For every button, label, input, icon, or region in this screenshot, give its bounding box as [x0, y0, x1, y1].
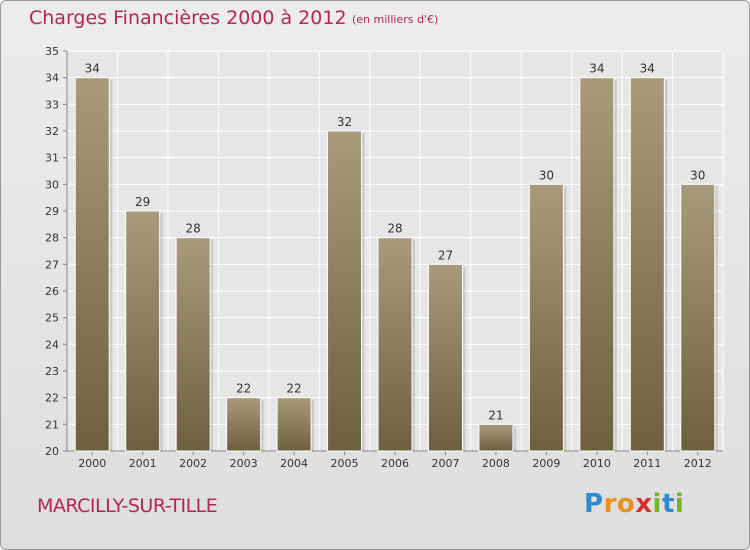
data-label-2004: 22: [286, 382, 301, 396]
bar-2011: [629, 77, 665, 452]
logo-letter: i: [674, 489, 685, 519]
data-label-2007: 27: [438, 248, 453, 262]
logo-letter: i: [652, 489, 662, 519]
logo-letter: x: [635, 489, 653, 519]
axes: 20 21 22 23 24 25 26 27 28 29 30 31 32 33 34 35 2000 2001…: [45, 45, 723, 470]
logo-letter: r: [603, 489, 617, 519]
data-label-2003: 22: [236, 382, 251, 396]
commune-name: MARCILLY-SUR-TILLE: [37, 495, 218, 517]
logo-letter: o: [616, 489, 636, 519]
data-label-2010: 34: [589, 62, 604, 76]
data-label-2002: 28: [186, 222, 201, 236]
y-tick-label: 31: [45, 152, 59, 165]
y-tick-label: 21: [45, 418, 59, 431]
data-label-2009: 30: [539, 168, 554, 182]
bar-2006: [377, 237, 413, 452]
y-tick-label: 29: [45, 205, 59, 218]
x-tick-label-2001: 2001: [129, 457, 157, 470]
proxiti-logo[interactable]: Proxiti: [584, 489, 684, 519]
x-tick-label-2004: 2004: [280, 457, 308, 470]
x-tick-label-2007: 2007: [431, 457, 459, 470]
bar-2004: [276, 397, 312, 452]
y-tick-label: 24: [45, 338, 59, 351]
y-tick-label: 23: [45, 365, 59, 378]
y-tick-label: 20: [45, 445, 59, 458]
bar-2009: [528, 183, 564, 452]
y-tick-label: 34: [45, 72, 59, 85]
bar-2010: [579, 77, 615, 452]
bar-2012: [680, 183, 716, 452]
bar-2005: [327, 130, 363, 452]
y-tick-label: 35: [45, 45, 59, 58]
y-tick-label: 30: [45, 178, 59, 191]
bar-2007: [427, 263, 463, 452]
x-tick-label-2005: 2005: [331, 457, 359, 470]
y-tick-label: 33: [45, 98, 59, 111]
bar-2001: [125, 210, 161, 452]
data-label-2011: 34: [640, 62, 655, 76]
data-label-2000: 34: [85, 62, 100, 76]
bars: [74, 77, 718, 452]
data-label-2008: 21: [488, 408, 503, 422]
y-tick-label: 32: [45, 125, 59, 138]
x-tick-label-2006: 2006: [381, 457, 409, 470]
data-label-2006: 28: [387, 222, 402, 236]
x-tick-label-2000: 2000: [78, 457, 106, 470]
chart-subtitle: (en milliers d'€): [352, 13, 439, 26]
logo-letter: P: [584, 489, 604, 519]
y-tick-label: 22: [45, 392, 59, 405]
y-tick-label: 26: [45, 285, 59, 298]
bar-2002: [175, 237, 211, 452]
y-tick-label: 25: [45, 312, 59, 325]
x-tick-label-2010: 2010: [583, 457, 611, 470]
logo-letter: t: [661, 489, 675, 519]
x-tick-label-2011: 2011: [633, 457, 661, 470]
x-tick-label-2002: 2002: [179, 457, 207, 470]
x-tick-label-2009: 2009: [532, 457, 560, 470]
data-labels: 34 29 28 22 22 32 28 27 21 30 34 34 30: [85, 62, 706, 423]
data-label-2012: 30: [690, 168, 705, 182]
data-label-2001: 29: [135, 195, 150, 209]
x-tick-label-2003: 2003: [230, 457, 258, 470]
x-tick-label-2012: 2012: [684, 457, 712, 470]
chart-title: Charges Financières 2000 à 2012: [29, 7, 347, 29]
x-tick-label-2008: 2008: [482, 457, 510, 470]
data-label-2005: 32: [337, 115, 352, 129]
bar-2003: [226, 397, 262, 452]
bar-2000: [74, 77, 110, 452]
y-tick-label: 27: [45, 258, 59, 271]
bar-2008: [478, 423, 514, 452]
y-tick-label: 28: [45, 232, 59, 245]
